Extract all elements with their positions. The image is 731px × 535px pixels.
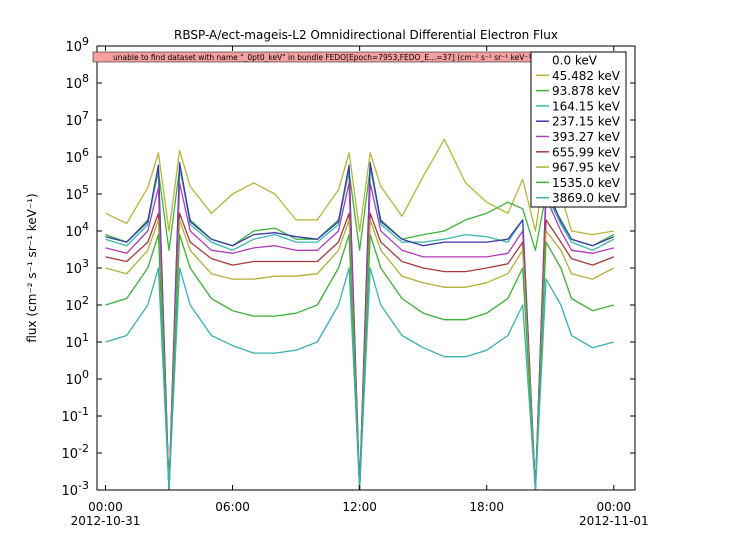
y-tick-exponent: 5 <box>82 183 89 196</box>
legend-label: 393.27 keV <box>552 130 621 144</box>
y-tick-base: 10 <box>61 410 78 425</box>
y-tick-exponent: 0 <box>82 368 89 381</box>
plot-area <box>105 138 615 490</box>
legend-label: 655.99 keV <box>552 145 621 159</box>
series-line <box>105 212 615 490</box>
y-tick-label: 109 <box>65 35 89 55</box>
y-tick-label: 100 <box>65 368 89 388</box>
y-tick-label: 101 <box>65 331 89 351</box>
y-tick-exponent: 1 <box>82 331 89 344</box>
y-tick-exponent: -3 <box>78 479 89 492</box>
legend-label: 3869.0 keV <box>552 191 621 205</box>
y-tick-exponent: 4 <box>82 220 89 233</box>
legend-label: 1535.0 keV <box>552 176 621 190</box>
y-tick-base: 10 <box>65 188 82 203</box>
y-tick-base: 10 <box>65 40 82 55</box>
y-tick-label: 103 <box>65 257 89 277</box>
y-tick-base: 10 <box>65 225 82 240</box>
legend-label: 967.95 keV <box>552 161 621 175</box>
y-tick-label: 10-3 <box>61 479 89 499</box>
x-tick-date: 2012-10-31 <box>71 514 141 528</box>
series-line <box>105 138 614 236</box>
y-tick-base: 10 <box>65 336 82 351</box>
x-tick-label: 06:00 <box>215 500 250 514</box>
legend-label: 164.15 keV <box>552 99 621 113</box>
series-line <box>105 233 614 490</box>
y-tick-label: 102 <box>65 294 89 314</box>
axes: 10-310-210-11001011021031041051061071081… <box>61 35 648 528</box>
x-tick-label: 18:00 <box>469 500 504 514</box>
x-tick-label: 12:00 <box>342 500 377 514</box>
error-message: unable to find dataset with name "_0pt0_… <box>113 53 534 62</box>
y-tick-label: 107 <box>65 109 89 129</box>
y-tick-exponent: 6 <box>82 146 89 159</box>
y-tick-base: 10 <box>65 373 82 388</box>
series-line <box>105 219 615 490</box>
y-tick-base: 10 <box>65 262 82 277</box>
y-tick-exponent: 2 <box>82 294 89 307</box>
legend-label: 93.878 keV <box>552 84 621 98</box>
y-tick-base: 10 <box>61 447 78 462</box>
x-tick-date: 2012-11-01 <box>579 514 649 528</box>
y-tick-base: 10 <box>65 151 82 166</box>
y-tick-exponent: 7 <box>82 109 89 122</box>
y-tick-exponent: 8 <box>82 72 89 85</box>
y-tick-label: 105 <box>65 183 89 203</box>
y-tick-label: 10-1 <box>61 405 89 425</box>
y-tick-base: 10 <box>61 484 78 499</box>
y-tick-label: 10-2 <box>61 442 89 462</box>
y-tick-exponent: -2 <box>78 442 89 455</box>
y-tick-base: 10 <box>65 299 82 314</box>
y-tick-base: 10 <box>65 114 82 129</box>
series-line <box>105 162 615 490</box>
legend-label: 0.0 keV <box>552 54 598 68</box>
y-tick-label: 104 <box>65 220 89 240</box>
y-tick-exponent: -1 <box>78 405 89 418</box>
y-tick-label: 108 <box>65 72 89 92</box>
y-tick-exponent: 3 <box>82 257 89 270</box>
x-tick-label: 00:00 <box>88 500 123 514</box>
series-line <box>105 182 614 490</box>
chart-title: RBSP-A/ect-mageis-L2 Omnidirectional Dif… <box>174 28 558 42</box>
y-axis-label: flux (cm⁻² s⁻¹ sr⁻¹ keV⁻¹) <box>25 193 39 342</box>
y-tick-base: 10 <box>65 77 82 92</box>
y-tick-label: 106 <box>65 146 89 166</box>
legend-label: 237.15 keV <box>552 115 621 129</box>
x-tick-label: 00:00 <box>597 500 632 514</box>
legend-label: 45.482 keV <box>552 69 621 83</box>
y-tick-exponent: 9 <box>82 35 89 48</box>
legend-box <box>530 51 627 208</box>
series-line <box>105 267 614 490</box>
